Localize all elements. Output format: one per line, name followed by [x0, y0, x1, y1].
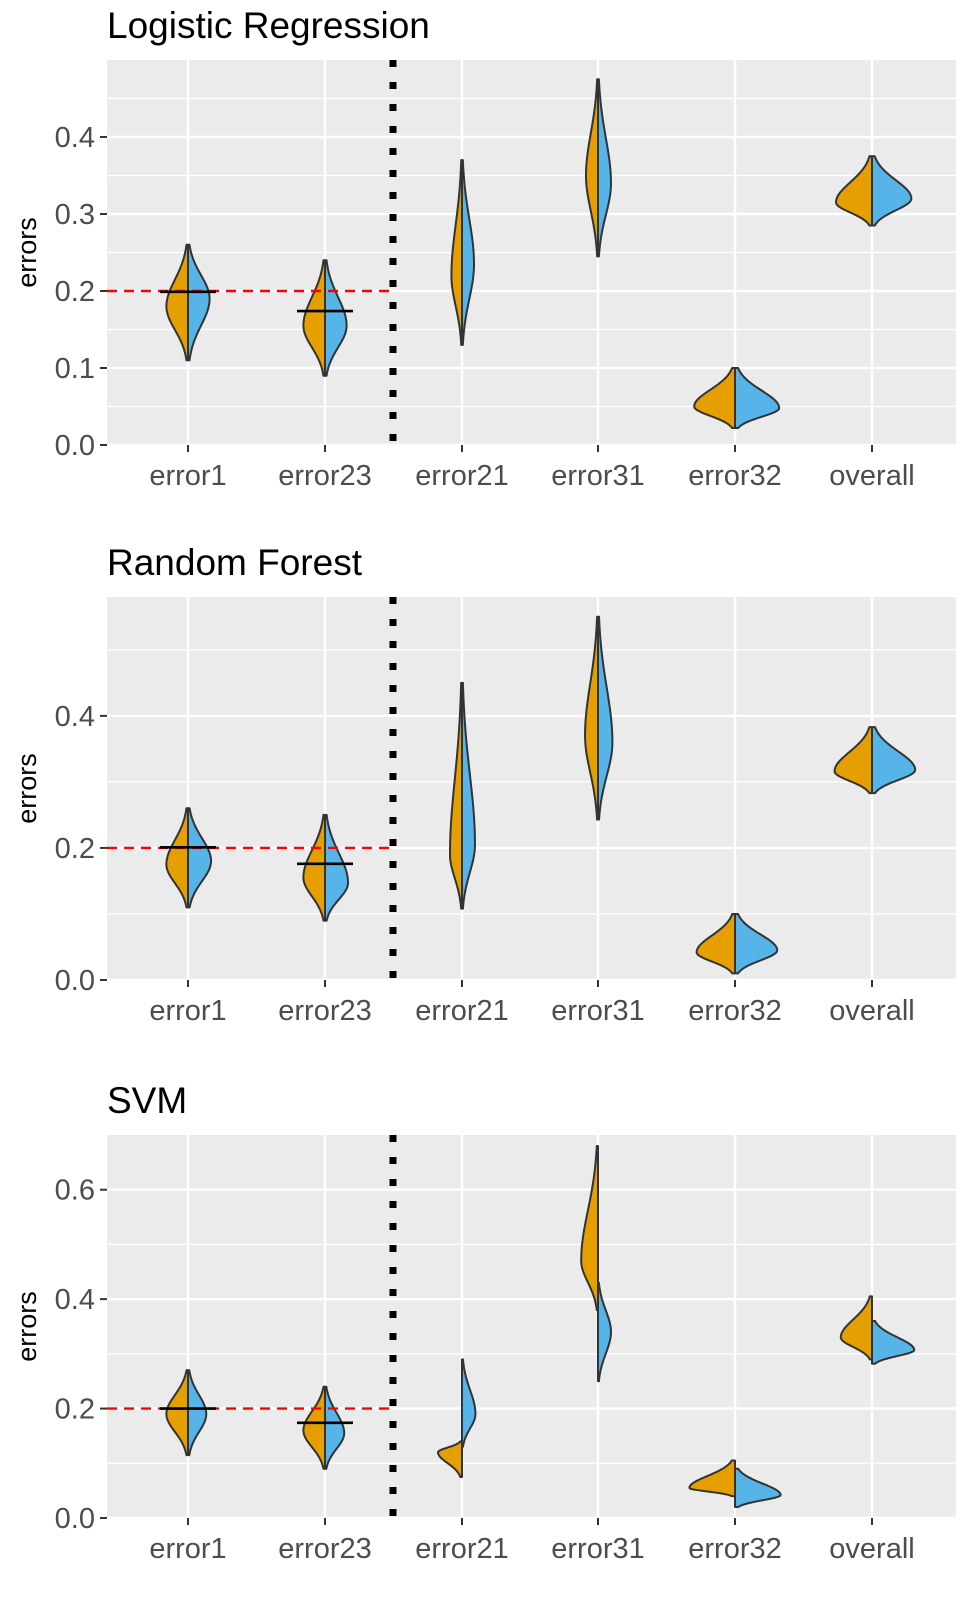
violin-right-overall	[871, 1320, 916, 1365]
violin-left-overall	[835, 155, 873, 227]
y-axis-title: errors	[12, 1291, 42, 1362]
violin-left-error32	[693, 367, 736, 430]
violin-left-overall	[833, 726, 873, 795]
violin-left-error21	[449, 681, 463, 910]
violin-left-error31	[584, 615, 599, 821]
panel-title: SVM	[107, 1080, 187, 1121]
violin-left-error23	[302, 813, 326, 922]
violin-left-error31	[580, 1144, 599, 1312]
panel-2: 0.0 0.2 0.4 error1 error23 error21 error31 erro…	[12, 542, 956, 1027]
violin-right-error23	[324, 1385, 346, 1470]
panel-3: 0.0 0.2 0.4 0.6 error1 error23 error21 error31 e…	[12, 1080, 956, 1565]
x-tick-label: error1	[149, 1533, 226, 1565]
violin-right-error23	[324, 259, 348, 377]
x-tick-label: error31	[551, 995, 645, 1027]
x-tick-label: overall	[829, 460, 914, 492]
y-tick-label: 0.4	[55, 1284, 95, 1316]
plot-background	[107, 597, 956, 980]
violin-left-error1	[165, 1369, 189, 1457]
x-tick-label: error21	[415, 1533, 509, 1565]
violin-right-error32	[734, 912, 779, 975]
violin-right-error1	[187, 243, 211, 362]
x-tick-label: error31	[551, 460, 645, 492]
x-tick-label: error21	[415, 460, 509, 492]
violin-left-error23	[302, 259, 326, 377]
y-tick-label: 0.0	[55, 1503, 95, 1535]
y-tick-label: 0.4	[55, 701, 95, 733]
y-axis-title: errors	[12, 217, 42, 288]
x-tick-label: error1	[149, 995, 226, 1027]
x-tick-label: error23	[278, 460, 372, 492]
x-tick-label: error32	[688, 995, 782, 1027]
violin-left-error21	[437, 1440, 463, 1478]
violin-left-overall	[839, 1295, 873, 1361]
violin-right-error32	[734, 367, 781, 430]
x-tick-label: error32	[688, 460, 782, 492]
plot-background	[107, 1135, 956, 1518]
violin-right-error32	[734, 1467, 782, 1509]
violin-right-error31	[597, 1281, 612, 1383]
y-tick-label: 0.0	[55, 430, 95, 462]
y-tick-label: 0.4	[55, 122, 95, 154]
x-tick-label: overall	[829, 1533, 914, 1565]
violin-right-error1	[187, 807, 213, 909]
panel-1: 0.0 0.1 0.2 0.3 0.4 error1 error23 error21 error…	[12, 5, 956, 492]
violin-right-error23	[324, 813, 350, 922]
violin-right-error21	[461, 681, 476, 910]
x-tick-label: error1	[149, 460, 226, 492]
violin-left-error32	[695, 912, 736, 975]
violin-left-error1	[165, 243, 189, 362]
x-tick-label: error21	[415, 995, 509, 1027]
y-axis-title: errors	[12, 753, 42, 824]
violin-right-overall	[871, 726, 917, 795]
panel-title: Random Forest	[107, 542, 363, 583]
x-tick-label: error32	[688, 1533, 782, 1565]
panel-title: Logistic Regression	[107, 5, 430, 46]
y-tick-label: 0.1	[55, 353, 95, 385]
y-tick-label: 0.2	[55, 833, 95, 865]
x-tick-label: error23	[278, 995, 372, 1027]
x-tick-label: error31	[551, 1533, 645, 1565]
violin-left-error1	[165, 807, 189, 909]
x-tick-label: overall	[829, 995, 914, 1027]
violin-left-error21	[450, 159, 463, 346]
y-tick-label: 0.2	[55, 276, 95, 308]
y-tick-label: 0.2	[55, 1394, 95, 1426]
y-tick-label: 0.0	[55, 965, 95, 997]
x-tick-label: error23	[278, 1533, 372, 1565]
violin-right-overall	[871, 155, 913, 227]
violin-left-error23	[302, 1385, 326, 1470]
violin-right-error21	[461, 159, 475, 346]
violin-right-error31	[597, 78, 612, 258]
violin-left-error32	[688, 1459, 736, 1498]
violin-left-error31	[585, 78, 599, 258]
violin-right-error1	[187, 1369, 208, 1457]
violin-right-error21	[461, 1358, 477, 1448]
y-tick-label: 0.3	[55, 199, 95, 231]
y-tick-label: 0.6	[55, 1175, 95, 1207]
violin-right-error31	[597, 615, 614, 821]
